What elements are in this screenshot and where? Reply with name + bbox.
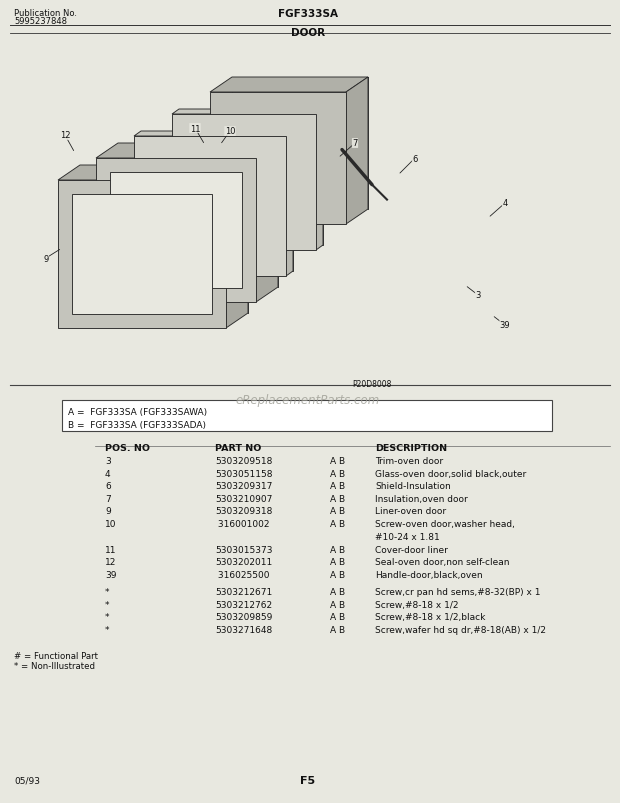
Text: 4: 4 [105, 470, 110, 479]
Text: Trim-oven door: Trim-oven door [375, 457, 443, 466]
Polygon shape [96, 144, 278, 159]
Text: 9: 9 [105, 507, 111, 516]
Text: 05/93: 05/93 [14, 776, 40, 785]
Text: A B: A B [330, 482, 345, 491]
Text: # = Functional Part: # = Functional Part [14, 652, 98, 661]
Polygon shape [210, 78, 368, 93]
Text: FGF333SA: FGF333SA [278, 9, 338, 19]
Text: 11: 11 [190, 124, 200, 133]
Text: Handle-door,black,oven: Handle-door,black,oven [375, 570, 482, 579]
Polygon shape [226, 165, 248, 328]
Polygon shape [210, 93, 346, 225]
Polygon shape [96, 159, 256, 303]
Text: DESCRIPTION: DESCRIPTION [375, 443, 447, 452]
Text: 10: 10 [105, 520, 117, 528]
Text: 5303212762: 5303212762 [215, 601, 272, 609]
Polygon shape [141, 132, 293, 271]
Text: F5: F5 [301, 775, 316, 785]
Polygon shape [72, 195, 212, 315]
Text: *: * [105, 601, 110, 609]
Text: Screw,cr pan hd sems,#8-32(BP) x 1: Screw,cr pan hd sems,#8-32(BP) x 1 [375, 588, 541, 597]
Text: 5303271648: 5303271648 [215, 626, 272, 634]
Polygon shape [316, 110, 323, 251]
Text: DOOR: DOOR [291, 28, 325, 38]
Text: *: * [105, 613, 110, 622]
Text: A B: A B [330, 520, 345, 528]
Text: Screw,#8-18 x 1/2: Screw,#8-18 x 1/2 [375, 601, 459, 609]
Text: 6: 6 [105, 482, 111, 491]
Polygon shape [110, 173, 242, 288]
Text: *: * [105, 588, 110, 597]
Text: Cover-door liner: Cover-door liner [375, 545, 448, 554]
Text: 5303015373: 5303015373 [215, 545, 273, 554]
Text: PART NO: PART NO [215, 443, 262, 452]
Text: * = Non-Illustrated: * = Non-Illustrated [14, 662, 95, 671]
Text: POS. NO: POS. NO [105, 443, 150, 452]
Text: 5303209859: 5303209859 [215, 613, 272, 622]
Text: Seal-oven door,non self-clean: Seal-oven door,non self-clean [375, 558, 510, 567]
Bar [62, 401, 552, 431]
Text: eReplacementParts.com: eReplacementParts.com [236, 393, 380, 406]
Text: A =  FGF333SA (FGF333SAWA): A = FGF333SA (FGF333SAWA) [68, 407, 207, 417]
Text: 5995237848: 5995237848 [14, 17, 67, 26]
Polygon shape [179, 110, 323, 246]
Polygon shape [172, 110, 323, 115]
Text: 5303209317: 5303209317 [215, 482, 272, 491]
Text: P20D8008: P20D8008 [352, 380, 391, 389]
Text: 3: 3 [105, 457, 111, 466]
Text: A B: A B [330, 495, 345, 503]
Text: A B: A B [330, 558, 345, 567]
Text: 5303209518: 5303209518 [215, 457, 272, 466]
Text: Glass-oven door,solid black,outer: Glass-oven door,solid black,outer [375, 470, 526, 479]
Text: 12: 12 [105, 558, 117, 567]
Text: A B: A B [330, 570, 345, 579]
Text: Shield-Insulation: Shield-Insulation [375, 482, 451, 491]
Text: Publication No.: Publication No. [14, 9, 77, 18]
Text: Liner-oven door: Liner-oven door [375, 507, 446, 516]
Text: A B: A B [330, 613, 345, 622]
Text: Screw-oven door,washer head,: Screw-oven door,washer head, [375, 520, 515, 528]
Text: 11: 11 [105, 545, 117, 554]
Text: 5303209318: 5303209318 [215, 507, 272, 516]
Text: 7: 7 [352, 140, 358, 149]
Text: B =  FGF333SA (FGF333SADA): B = FGF333SA (FGF333SADA) [68, 421, 206, 430]
Polygon shape [256, 144, 278, 303]
Text: 316025500: 316025500 [215, 570, 270, 579]
Text: 5303210907: 5303210907 [215, 495, 272, 503]
Text: 4: 4 [502, 199, 508, 208]
Polygon shape [58, 165, 248, 181]
Text: A B: A B [330, 588, 345, 597]
Text: A B: A B [330, 545, 345, 554]
Text: #10-24 x 1.81: #10-24 x 1.81 [375, 532, 440, 541]
Text: A B: A B [330, 457, 345, 466]
Text: 39: 39 [105, 570, 117, 579]
Text: 316001002: 316001002 [215, 520, 270, 528]
Polygon shape [172, 115, 316, 251]
Text: 5303051158: 5303051158 [215, 470, 273, 479]
Text: 7: 7 [105, 495, 111, 503]
Text: A B: A B [330, 470, 345, 479]
Text: 5303202011: 5303202011 [215, 558, 272, 567]
Text: Screw,wafer hd sq dr,#8-18(AB) x 1/2: Screw,wafer hd sq dr,#8-18(AB) x 1/2 [375, 626, 546, 634]
Polygon shape [346, 78, 368, 225]
Text: 9: 9 [43, 255, 48, 263]
Text: A B: A B [330, 626, 345, 634]
Text: A B: A B [330, 601, 345, 609]
Polygon shape [134, 137, 286, 277]
Text: 39: 39 [500, 321, 510, 330]
Text: 12: 12 [60, 132, 70, 141]
Text: Screw,#8-18 x 1/2,black: Screw,#8-18 x 1/2,black [375, 613, 485, 622]
Polygon shape [58, 181, 226, 328]
Text: *: * [105, 626, 110, 634]
Polygon shape [286, 132, 293, 277]
Text: Insulation,oven door: Insulation,oven door [375, 495, 467, 503]
Polygon shape [134, 132, 293, 137]
Text: 10: 10 [224, 128, 235, 137]
Text: 6: 6 [412, 154, 418, 163]
Text: 5303212671: 5303212671 [215, 588, 272, 597]
Text: A B: A B [330, 507, 345, 516]
Text: 3: 3 [476, 291, 480, 300]
